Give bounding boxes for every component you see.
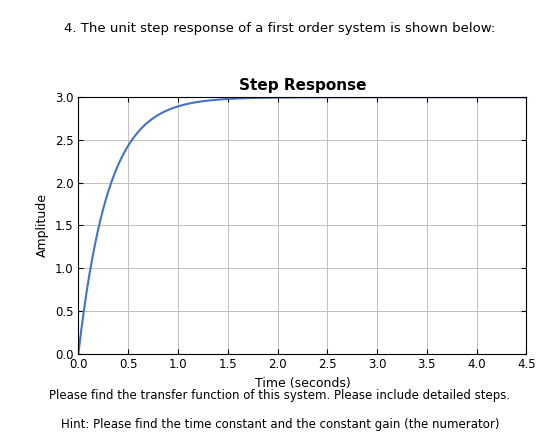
Title: Step Response: Step Response [239, 78, 366, 93]
Y-axis label: Amplitude: Amplitude [36, 194, 49, 257]
Text: 4. The unit step response of a first order system is shown below:: 4. The unit step response of a first ord… [64, 22, 496, 35]
X-axis label: Time (seconds): Time (seconds) [255, 377, 350, 390]
Text: Please find the transfer function of this system. Please include detailed steps.: Please find the transfer function of thi… [49, 389, 511, 402]
Text: Hint: Please find the time constant and the constant gain (the numerator): Hint: Please find the time constant and … [60, 418, 500, 431]
